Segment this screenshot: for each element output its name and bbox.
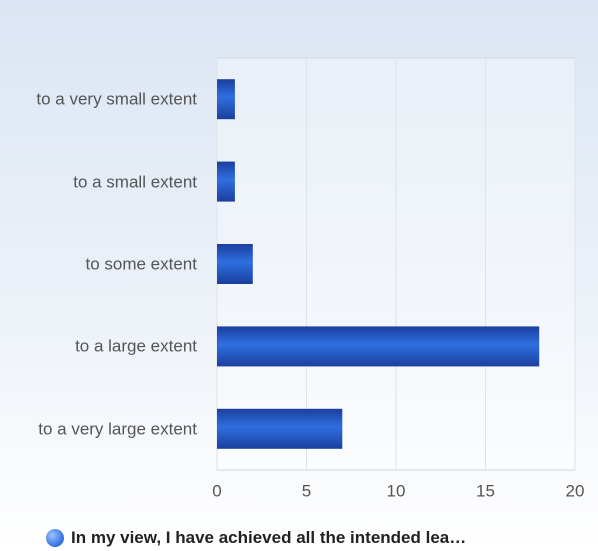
y-tick-label: to a large extent	[75, 336, 197, 356]
legend-swatch	[46, 529, 64, 547]
x-tick-label: 0	[212, 481, 221, 500]
y-tick-label: to a very large extent	[38, 419, 197, 439]
bar	[217, 408, 343, 449]
legend: In my view, I have achieved all the inte…	[46, 528, 466, 548]
y-tick-label: to some extent	[85, 254, 197, 274]
bar	[217, 79, 235, 120]
bar	[217, 244, 253, 284]
x-tick-label: 20	[566, 481, 585, 500]
y-tick-label: to a small extent	[73, 172, 197, 192]
bar	[217, 326, 540, 367]
legend-label: In my view, I have achieved all the inte…	[71, 528, 467, 547]
x-tick-label: 15	[476, 481, 495, 500]
y-tick-label: to a very small extent	[36, 89, 197, 109]
x-tick-label: 5	[302, 481, 311, 500]
bar	[217, 161, 235, 202]
x-tick-label: 10	[387, 481, 406, 500]
